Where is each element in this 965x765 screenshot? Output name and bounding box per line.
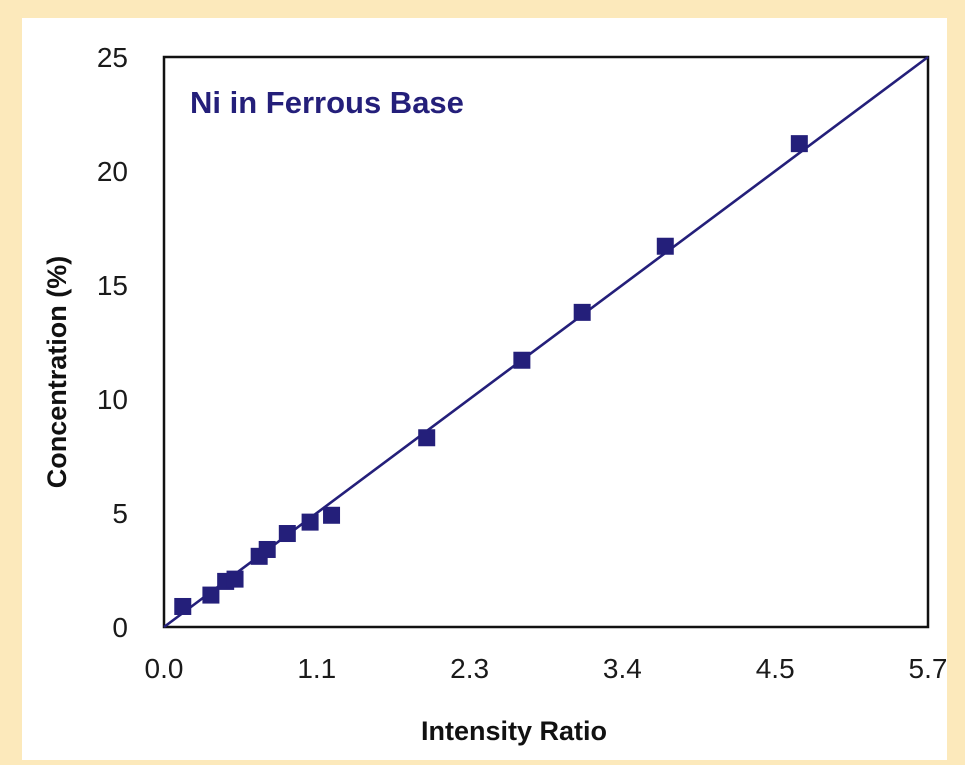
data-point <box>202 586 220 604</box>
plot-area <box>162 55 930 629</box>
chart-title: Ni in Ferrous Base <box>190 85 464 120</box>
y-axis-title: Concentration (%) <box>42 256 72 489</box>
x-tick-label: 5.7 <box>909 653 948 684</box>
data-point <box>573 303 591 321</box>
y-axis-ticks: 0 5 10 15 20 25 <box>97 42 128 643</box>
y-tick-label: 5 <box>112 498 128 529</box>
x-axis-ticks: 0.0 1.1 2.3 3.4 4.5 5.7 <box>145 653 948 684</box>
data-point <box>174 597 192 615</box>
data-points <box>174 135 808 615</box>
y-tick-label: 25 <box>97 42 128 73</box>
data-point <box>513 351 531 369</box>
x-tick-label: 0.0 <box>145 653 184 684</box>
y-tick-label: 0 <box>112 612 128 643</box>
y-tick-label: 10 <box>97 384 128 415</box>
data-point <box>656 237 674 255</box>
fit-line <box>163 55 929 629</box>
y-tick-label: 20 <box>97 156 128 187</box>
x-axis-title: Intensity Ratio <box>421 716 607 746</box>
y-tick-label: 15 <box>97 270 128 301</box>
x-tick-label: 2.3 <box>450 653 489 684</box>
data-point <box>323 506 341 524</box>
data-point <box>790 135 808 153</box>
data-point <box>418 429 436 447</box>
x-tick-label: 1.1 <box>297 653 336 684</box>
data-point <box>258 540 276 558</box>
x-tick-label: 3.4 <box>603 653 642 684</box>
x-tick-label: 4.5 <box>756 653 795 684</box>
data-point <box>226 570 244 588</box>
data-point <box>278 525 296 543</box>
data-point <box>301 513 319 531</box>
